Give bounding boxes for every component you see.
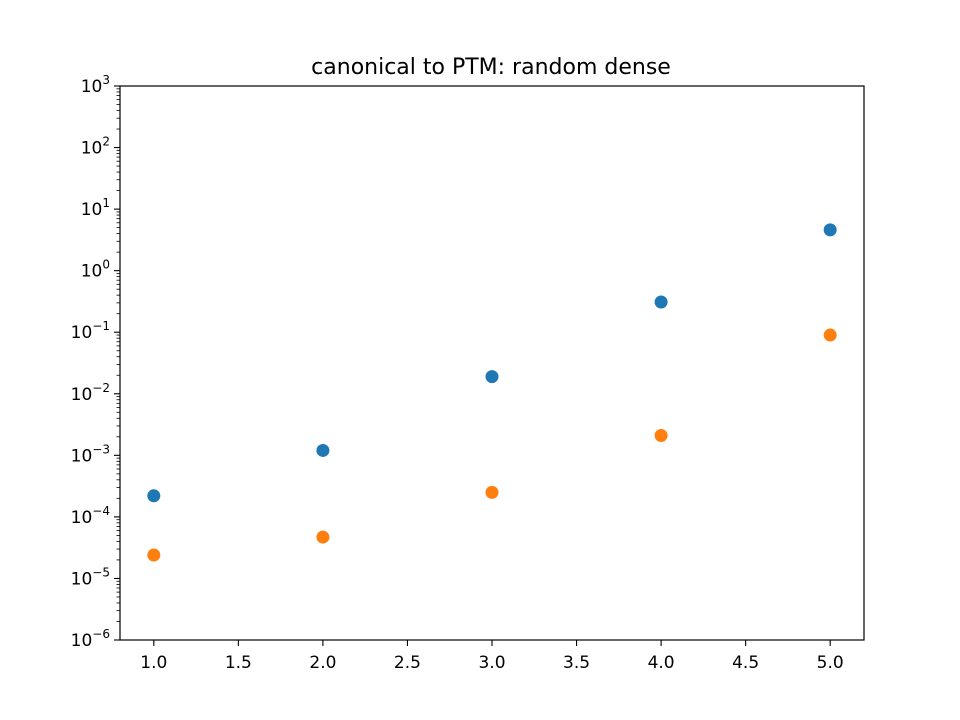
x-tick-label: 1.5 <box>225 653 252 673</box>
plot-frame <box>119 85 865 641</box>
x-tick-label: 2.5 <box>394 653 421 673</box>
data-point-series-1 <box>147 489 161 503</box>
x-tick-label: 2.0 <box>309 653 336 673</box>
data-point-series-1 <box>654 295 668 309</box>
y-tick-label: 10−2 <box>71 381 110 405</box>
data-points <box>147 223 837 562</box>
data-point-series-2 <box>654 428 668 442</box>
y-tick-label: 101 <box>81 196 110 220</box>
y-tick-label: 10−1 <box>71 319 110 343</box>
y-tick-label: 10−4 <box>71 504 110 528</box>
x-tick-label: 3.0 <box>478 653 505 673</box>
x-tick-label: 5.0 <box>817 653 844 673</box>
x-tick-label: 3.5 <box>563 653 590 673</box>
x-axis: 1.0 1.5 2.0 2.5 3.0 3.5 4.0 4.5 5.0 <box>140 640 844 673</box>
y-tick-label: 103 <box>81 73 110 97</box>
data-point-series-2 <box>316 530 330 544</box>
y-tick-label: 100 <box>81 258 110 282</box>
y-tick-label: 10−3 <box>71 442 110 466</box>
data-point-series-2 <box>823 328 837 342</box>
x-tick-label: 4.0 <box>648 653 675 673</box>
data-point-series-1 <box>485 370 499 384</box>
x-tick-label: 4.5 <box>732 653 759 673</box>
plot-area <box>120 86 864 640</box>
y-tick-label: 102 <box>81 135 110 159</box>
y-tick-label: 10−6 <box>71 627 110 651</box>
chart-title: canonical to PTM: random dense <box>311 55 671 80</box>
y-axis: 10−6 10−5 10−4 10−3 10−2 10−1 100 101 102 103 <box>71 73 120 651</box>
data-point-series-1 <box>823 223 837 237</box>
data-point-series-1 <box>316 443 330 457</box>
data-point-series-2 <box>485 485 499 499</box>
y-tick-label: 10−5 <box>71 565 110 589</box>
x-tick-label: 1.0 <box>140 653 167 673</box>
data-point-series-2 <box>147 548 161 562</box>
